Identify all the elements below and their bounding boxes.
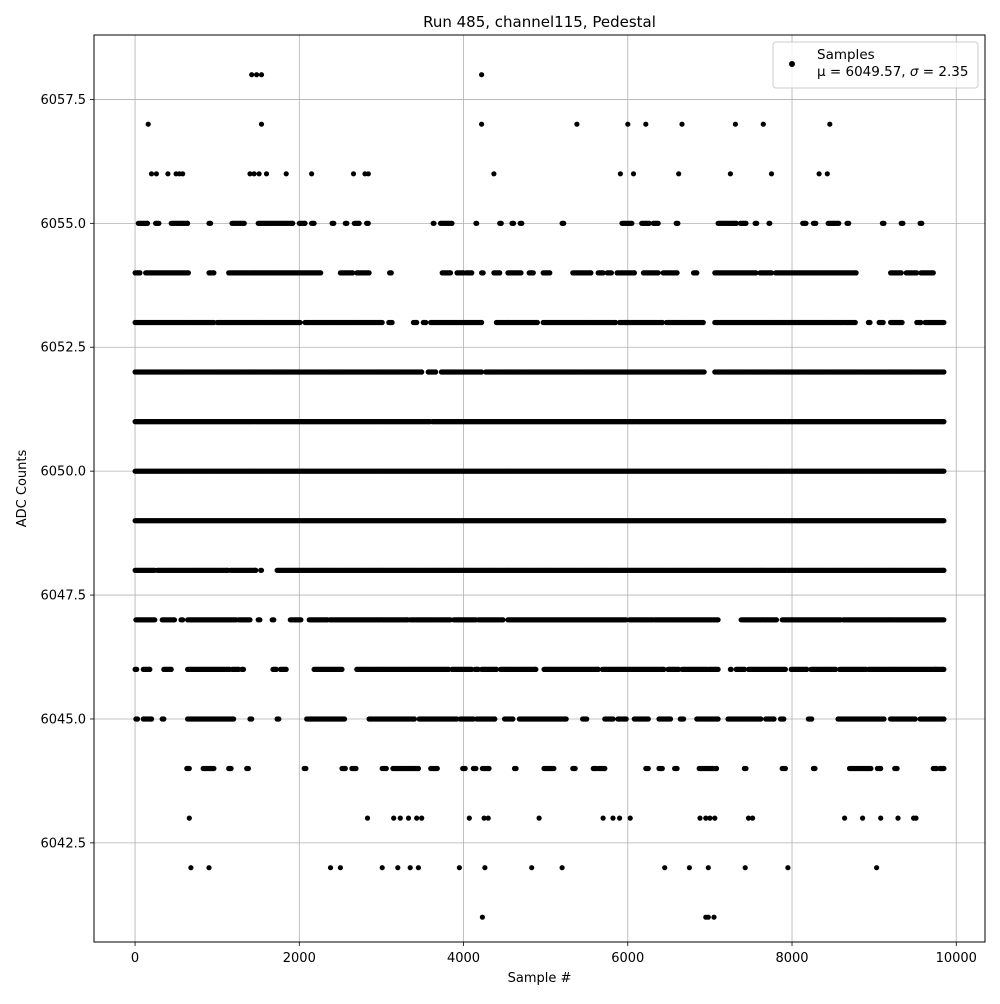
data-point xyxy=(783,667,788,672)
data-point xyxy=(941,469,946,474)
data-point xyxy=(180,617,185,622)
data-point xyxy=(941,617,946,622)
data-point xyxy=(646,766,651,771)
data-point xyxy=(161,716,166,721)
data-point xyxy=(758,716,763,721)
data-point xyxy=(257,617,262,622)
data-point xyxy=(573,766,578,771)
data-point xyxy=(771,716,776,721)
data-point xyxy=(271,617,276,622)
data-point xyxy=(913,716,918,721)
data-point xyxy=(343,766,348,771)
data-point xyxy=(211,766,216,771)
data-point xyxy=(276,716,281,721)
data-point xyxy=(486,766,491,771)
data-point xyxy=(435,766,440,771)
data-point xyxy=(249,716,254,721)
data-point xyxy=(298,617,303,622)
data-point xyxy=(253,568,258,573)
data-point xyxy=(716,667,721,672)
data-point xyxy=(533,667,538,672)
data-point xyxy=(149,716,154,721)
data-point xyxy=(241,667,246,672)
data-point xyxy=(660,766,665,771)
data-point xyxy=(675,766,680,771)
data-point xyxy=(231,716,236,721)
data-point xyxy=(353,766,358,771)
data-point xyxy=(881,716,886,721)
data-point xyxy=(610,716,615,721)
data-point xyxy=(284,667,289,672)
data-point xyxy=(584,716,589,721)
data-point xyxy=(812,766,817,771)
data-point xyxy=(716,617,721,622)
data-point xyxy=(714,766,719,771)
data-point xyxy=(716,716,721,721)
data-point xyxy=(624,716,629,721)
data-point xyxy=(941,568,946,573)
data-point xyxy=(941,667,946,672)
data-point xyxy=(473,766,478,771)
data-point xyxy=(510,716,515,721)
data-point xyxy=(463,766,468,771)
data-point xyxy=(668,716,673,721)
data-point xyxy=(169,667,174,672)
data-point xyxy=(416,766,421,771)
data-point xyxy=(781,716,786,721)
data-point xyxy=(412,716,417,721)
data-point xyxy=(783,766,788,771)
data-point xyxy=(172,617,177,622)
data-point xyxy=(774,617,779,622)
data-point xyxy=(187,766,192,771)
data-point xyxy=(941,716,946,721)
data-point xyxy=(681,716,686,721)
data-point xyxy=(134,667,139,672)
data-point xyxy=(729,667,734,672)
data-point xyxy=(339,667,344,672)
data-point xyxy=(602,766,607,771)
data-point xyxy=(500,617,505,622)
data-point xyxy=(564,716,569,721)
data-point xyxy=(878,766,883,771)
data-point xyxy=(809,716,814,721)
data-point xyxy=(246,766,251,771)
data-point xyxy=(135,716,140,721)
data-point xyxy=(247,617,252,622)
data-point xyxy=(492,716,497,721)
data-point xyxy=(229,766,234,771)
data-point xyxy=(895,766,900,771)
data-point xyxy=(259,568,264,573)
data-point xyxy=(342,716,347,721)
data-point xyxy=(941,518,946,523)
data-point xyxy=(152,617,157,622)
data-point xyxy=(514,766,519,771)
data-point xyxy=(551,766,556,771)
data-point xyxy=(384,766,389,771)
data-point xyxy=(646,716,651,721)
data-point xyxy=(147,667,152,672)
data-point xyxy=(743,766,748,771)
data-point xyxy=(868,766,873,771)
data-point xyxy=(303,766,308,771)
